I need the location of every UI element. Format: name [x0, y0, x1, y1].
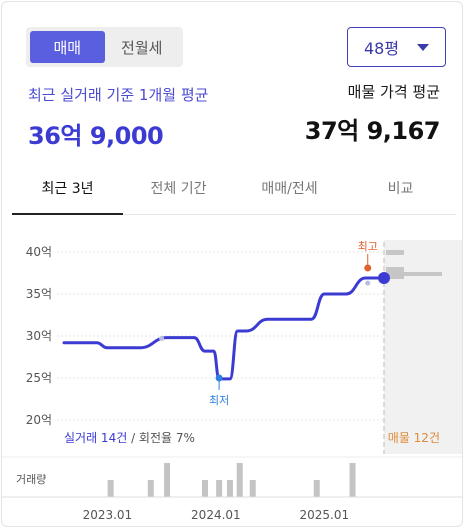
trade-count-caption: 실거래 14건 / 회전율 7%	[64, 431, 195, 445]
y-tick-label: 40억	[26, 245, 52, 259]
tab-recent-3-years[interactable]: 최근 3년	[12, 162, 123, 215]
volume-bar	[202, 480, 209, 497]
y-tick-label: 30억	[26, 329, 52, 343]
volume-bar	[164, 463, 171, 497]
tab-sale-vs-jeonse[interactable]: 매매/전세	[261, 181, 318, 197]
size-select-value: 48평	[363, 39, 400, 58]
volume-bar	[107, 480, 114, 497]
x-tick-label: 2025.01	[300, 508, 350, 522]
listing-range-whisker	[404, 272, 442, 276]
sale-toggle-button[interactable]: 매매	[30, 31, 105, 63]
trade-count: 실거래 14건	[64, 431, 127, 445]
latest-point	[378, 272, 390, 285]
min-label: 최저	[209, 394, 229, 407]
trade-type-toggle: 매매 전월세	[26, 27, 183, 67]
listing-average-label: 매물 가격 평균	[347, 83, 440, 101]
rent-toggle-button[interactable]: 전월세	[121, 38, 163, 57]
volume-bar	[349, 463, 356, 497]
volume-bar	[216, 480, 223, 497]
period-tabs: 최근 3년 전체 기간 매매/전세 비교	[12, 162, 456, 215]
max-point	[364, 264, 372, 272]
listing-range-box	[386, 267, 404, 279]
trade-point	[159, 336, 165, 342]
x-tick-label: 2024.01	[191, 508, 241, 522]
listing-count-caption: 매물 12건	[388, 431, 440, 445]
listing-range-top	[386, 250, 404, 255]
volume-bar	[226, 480, 233, 497]
volume-label: 거래량	[16, 473, 46, 486]
volume-bar	[147, 480, 154, 497]
recent-average-label: 최근 실거래 기준 1개월 평균	[28, 86, 209, 104]
y-tick-label: 35억	[26, 287, 52, 301]
turnover-rate: / 회전율 7%	[127, 431, 195, 445]
chevron-down-icon	[417, 43, 430, 51]
y-tick-label: 20억	[26, 413, 52, 427]
size-select[interactable]: 48평	[347, 27, 446, 67]
tab-compare[interactable]: 비교	[387, 181, 414, 197]
trade-point	[365, 280, 371, 286]
max-label: 최고	[358, 240, 378, 253]
volume-bar	[313, 480, 320, 497]
y-tick-label: 25억	[26, 371, 52, 385]
tab-all-period[interactable]: 전체 기간	[150, 181, 207, 197]
price-line	[62, 276, 386, 381]
volume-bar	[249, 480, 256, 497]
listing-average-price: 37억 9,167	[304, 117, 441, 145]
x-tick-label: 2023.01	[83, 508, 133, 522]
recent-average-price: 36억 9,000	[28, 122, 164, 150]
volume-bar	[236, 463, 243, 497]
